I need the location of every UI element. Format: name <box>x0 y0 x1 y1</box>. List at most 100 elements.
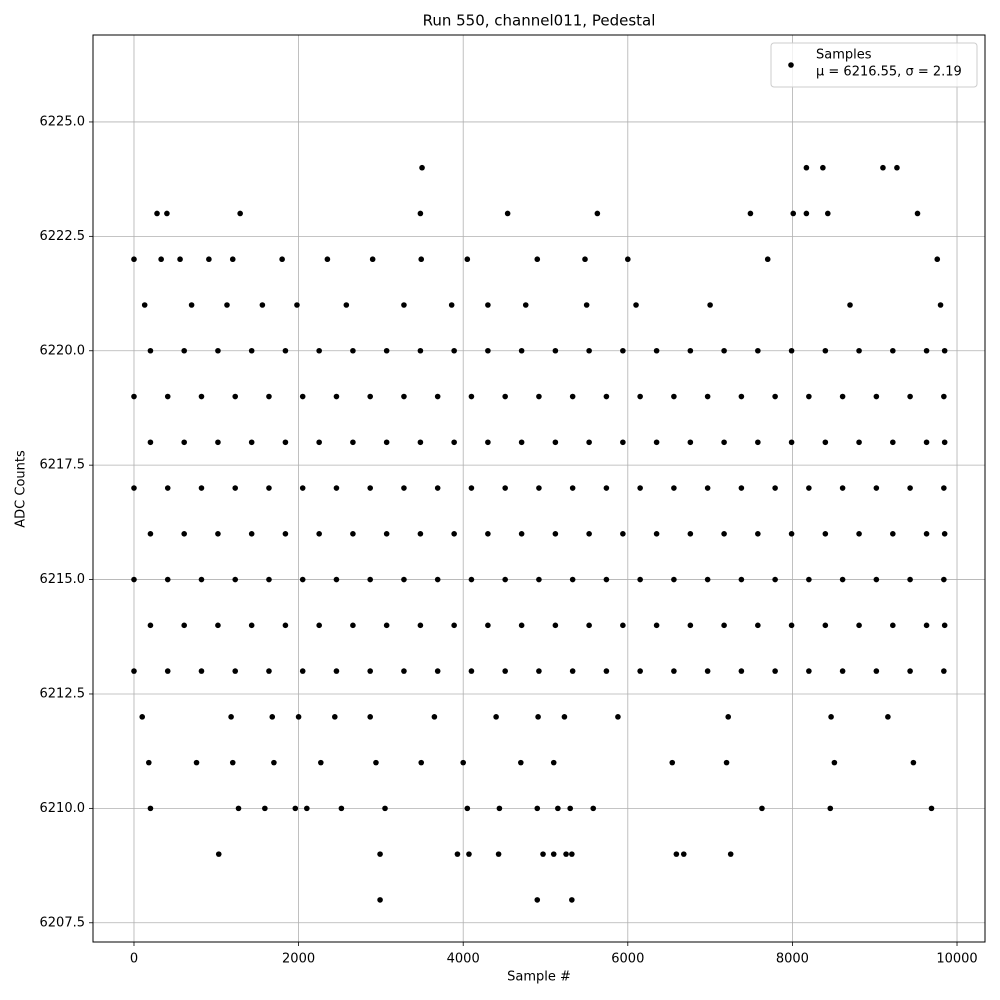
point <box>803 210 810 217</box>
point <box>164 210 170 217</box>
point <box>518 759 524 766</box>
points <box>131 164 948 903</box>
point <box>468 485 475 491</box>
point <box>382 805 388 812</box>
point <box>755 439 761 446</box>
point <box>451 622 457 629</box>
point <box>502 576 508 583</box>
point <box>633 302 639 308</box>
point <box>131 485 137 491</box>
point <box>248 531 255 537</box>
point <box>582 256 588 263</box>
point <box>460 759 466 766</box>
point <box>229 256 236 263</box>
point <box>417 622 424 629</box>
point <box>822 347 829 354</box>
point <box>721 531 727 537</box>
point <box>540 851 546 857</box>
point <box>704 485 711 491</box>
point <box>282 347 289 354</box>
point <box>367 668 373 674</box>
y-tick-label: 6217.5 <box>40 458 86 473</box>
point <box>671 485 677 491</box>
point <box>232 576 239 583</box>
point <box>615 714 621 720</box>
point <box>485 531 491 537</box>
point <box>299 485 306 491</box>
point <box>806 576 812 583</box>
point <box>316 439 322 446</box>
point <box>266 393 272 400</box>
point <box>625 256 631 263</box>
x-axis-label: Sample # <box>507 970 571 985</box>
point <box>890 531 896 537</box>
point <box>603 576 610 583</box>
point <box>158 256 164 263</box>
point <box>373 759 379 766</box>
point <box>434 668 441 674</box>
point <box>131 256 137 263</box>
point <box>590 805 597 812</box>
point <box>788 622 795 629</box>
point <box>141 302 148 308</box>
point <box>828 714 834 720</box>
point <box>343 302 350 308</box>
point <box>188 302 195 308</box>
point <box>707 302 713 308</box>
point <box>569 897 575 903</box>
point <box>181 622 187 629</box>
point <box>292 805 299 812</box>
point <box>637 393 643 400</box>
point <box>603 393 610 400</box>
point <box>583 302 590 308</box>
point <box>295 714 302 720</box>
point <box>181 439 187 446</box>
point <box>586 531 592 537</box>
point <box>914 210 921 217</box>
point <box>131 576 137 583</box>
y-tick-label: 6222.5 <box>40 229 86 244</box>
point <box>873 668 880 674</box>
point <box>518 439 525 446</box>
point <box>721 439 727 446</box>
point <box>417 347 424 354</box>
point <box>401 485 407 491</box>
point <box>620 347 626 354</box>
point <box>687 439 694 446</box>
point <box>534 256 541 263</box>
point <box>248 439 255 446</box>
point <box>282 622 289 629</box>
point <box>687 622 694 629</box>
point <box>894 164 900 171</box>
point <box>569 668 576 674</box>
point <box>206 256 212 263</box>
point <box>550 851 557 857</box>
y-axis-label: ADC Counts <box>14 450 29 528</box>
point <box>504 210 511 217</box>
point <box>941 668 947 674</box>
point <box>147 347 154 354</box>
point <box>383 531 390 537</box>
point <box>772 393 778 400</box>
point <box>333 393 340 400</box>
point <box>536 393 542 400</box>
point <box>418 256 425 263</box>
point <box>620 622 626 629</box>
point <box>485 439 491 446</box>
point <box>229 759 236 766</box>
point <box>316 622 322 629</box>
point <box>147 531 154 537</box>
point <box>502 485 508 491</box>
point <box>839 668 846 674</box>
point <box>198 485 205 491</box>
point <box>687 347 694 354</box>
point <box>941 622 948 629</box>
point <box>316 347 322 354</box>
point <box>569 485 576 491</box>
legend-stats: μ = 6216.55, σ = 2.19 <box>816 65 962 80</box>
point <box>269 714 276 720</box>
point <box>131 393 137 400</box>
point <box>873 393 880 400</box>
point <box>671 393 677 400</box>
point <box>839 393 846 400</box>
